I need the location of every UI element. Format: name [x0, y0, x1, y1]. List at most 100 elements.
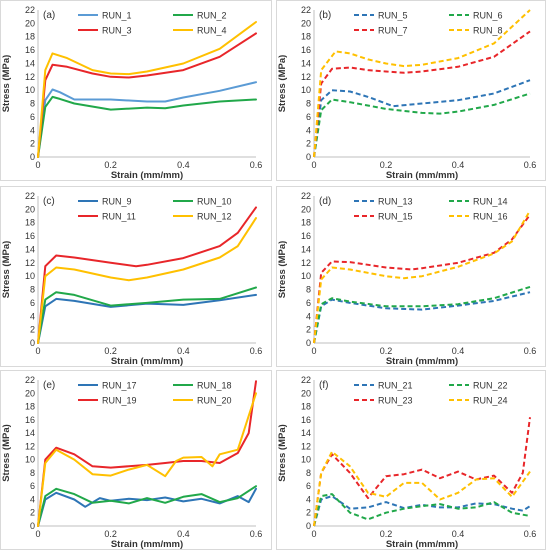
y-tick-label: 14 — [301, 428, 311, 438]
y-tick-label: 4 — [30, 494, 35, 504]
legend-label: RUN_2 — [197, 11, 227, 21]
legend-label: RUN_5 — [378, 11, 408, 21]
y-tick-label: 0 — [306, 338, 311, 348]
y-tick-label: 12 — [301, 72, 311, 82]
y-tick-label: 12 — [25, 441, 35, 451]
legend-label: RUN_15 — [378, 212, 413, 222]
legend-label: RUN_13 — [378, 197, 413, 207]
y-tick-label: 4 — [306, 125, 311, 135]
x-tick-label: 0 — [35, 160, 40, 170]
y-tick-label: 10 — [301, 455, 311, 465]
y-tick-label: 14 — [25, 428, 35, 438]
y-axis-label: Stress (MPa) — [277, 241, 288, 299]
y-tick-label: 16 — [301, 231, 311, 241]
y-tick-label: 4 — [306, 311, 311, 321]
legend-label: RUN_1 — [102, 11, 132, 21]
y-tick-label: 4 — [30, 125, 35, 135]
legend-label: RUN_17 — [102, 381, 137, 391]
y-tick-label: 14 — [301, 244, 311, 254]
y-axis-label: Stress (MPa) — [1, 424, 12, 482]
x-tick-label: 0.2 — [104, 529, 117, 539]
x-tick-label: 0 — [35, 529, 40, 539]
y-axis-label: Stress (MPa) — [1, 241, 12, 299]
y-tick-label: 16 — [301, 415, 311, 425]
series-line-run-1 — [37, 81, 257, 158]
panel-6: 0 2 4 6 8 10 12 14 16 18 20 22 0 0.2 0.4 0.6 Strain (mm/… — [276, 370, 546, 550]
series-line-run-15 — [313, 214, 531, 344]
y-tick-label: 8 — [30, 99, 35, 109]
y-tick-label: 16 — [25, 415, 35, 425]
y-tick-label: 20 — [25, 204, 35, 214]
series-line-run-21 — [313, 495, 531, 527]
y-tick-label: 16 — [301, 45, 311, 55]
y-tick-label: 22 — [301, 375, 311, 385]
legend-label: RUN_10 — [197, 197, 232, 207]
panel-label: (a) — [43, 10, 55, 21]
y-tick-label: 8 — [30, 285, 35, 295]
y-tick-label: 10 — [25, 85, 35, 95]
legend-label: RUN_3 — [102, 26, 132, 36]
x-tick-label: 0.2 — [380, 160, 393, 170]
legend-label: RUN_21 — [378, 381, 413, 391]
y-tick-label: 0 — [30, 521, 35, 531]
panel-border — [0, 186, 272, 367]
y-tick-label: 6 — [30, 112, 35, 122]
x-tick-label: 0.4 — [177, 529, 190, 539]
y-tick-label: 2 — [30, 325, 35, 335]
y-tick-label: 22 — [25, 5, 35, 15]
y-tick-label: 12 — [25, 72, 35, 82]
x-tick-label: 0.4 — [177, 346, 190, 356]
series-line-run-16 — [313, 210, 531, 344]
series-line-run-4 — [37, 21, 257, 158]
x-tick-label: 0.2 — [104, 160, 117, 170]
series-line-run-14 — [313, 285, 531, 344]
series-line-run-10 — [37, 286, 257, 344]
y-tick-label: 2 — [30, 508, 35, 518]
y-tick-label: 18 — [301, 218, 311, 228]
x-tick-label: 0.6 — [524, 346, 537, 356]
y-tick-label: 20 — [301, 204, 311, 214]
series-line-run-3 — [37, 32, 257, 158]
series-line-run-11 — [37, 206, 257, 344]
legend-label: RUN_23 — [378, 396, 413, 406]
y-axis-label: Stress (MPa) — [277, 55, 288, 113]
y-tick-label: 20 — [25, 388, 35, 398]
y-tick-label: 8 — [306, 468, 311, 478]
panel-label: (b) — [319, 10, 331, 21]
legend-label: RUN_18 — [197, 381, 232, 391]
series-line-run-18 — [37, 485, 257, 527]
x-tick-label: 0.4 — [452, 529, 465, 539]
x-axis-label: Strain (mm/mm) — [111, 356, 183, 367]
y-tick-label: 0 — [306, 152, 311, 162]
legend-label: RUN_11 — [102, 212, 136, 222]
y-tick-label: 2 — [306, 508, 311, 518]
y-tick-label: 14 — [25, 58, 35, 68]
series-line-run-7 — [313, 30, 531, 158]
x-tick-label: 0.2 — [380, 346, 393, 356]
panel-label: (d) — [319, 196, 331, 207]
y-tick-label: 4 — [306, 494, 311, 504]
y-tick-label: 8 — [306, 99, 311, 109]
legend-label: RUN_7 — [378, 26, 408, 36]
series-line-run-13 — [313, 291, 531, 344]
legend-label: RUN_20 — [197, 396, 232, 406]
panel-label: (c) — [43, 196, 55, 207]
y-tick-label: 14 — [301, 58, 311, 68]
x-tick-label: 0.6 — [250, 346, 263, 356]
y-tick-label: 4 — [30, 311, 35, 321]
y-tick-label: 20 — [301, 18, 311, 28]
y-tick-label: 0 — [306, 521, 311, 531]
x-tick-label: 0.2 — [104, 346, 117, 356]
x-tick-label: 0 — [311, 529, 316, 539]
legend-label: RUN_16 — [473, 212, 508, 222]
series-line-run-12 — [37, 217, 257, 344]
series-line-run-24 — [313, 450, 531, 527]
panel-4: 0 2 4 6 8 10 12 14 16 18 20 22 0 0.2 0.4 0.6 Strain (mm/… — [276, 186, 546, 367]
x-axis-label: Strain (mm/mm) — [386, 356, 458, 367]
series-line-run-5 — [313, 79, 531, 158]
y-tick-label: 12 — [301, 258, 311, 268]
y-tick-label: 6 — [30, 298, 35, 308]
series-line-run-6 — [313, 92, 531, 158]
y-tick-label: 22 — [25, 375, 35, 385]
